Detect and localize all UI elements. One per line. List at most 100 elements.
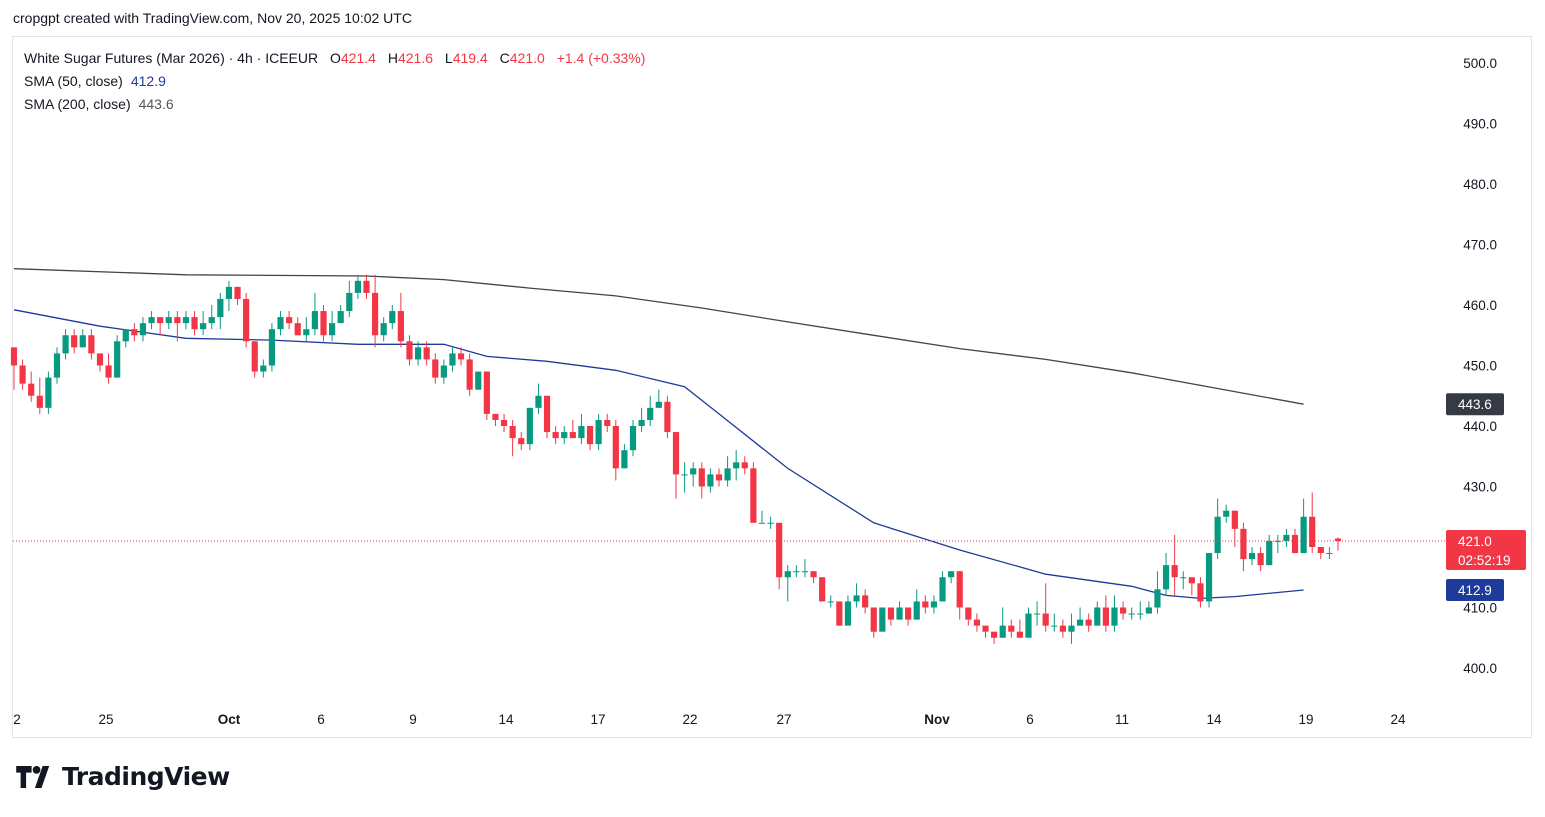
candle-body — [1137, 613, 1144, 615]
chart-legend: White Sugar Futures (Mar 2026) · 4h · IC… — [24, 47, 645, 116]
candle — [879, 607, 886, 632]
candle — [922, 595, 929, 614]
candle — [793, 565, 800, 578]
candle — [905, 607, 912, 626]
sma50-layer — [13, 309, 1304, 600]
last-price-badge: 421.0 02:52:19 — [1446, 529, 1526, 570]
legend-sma50-row[interactable]: SMA (50, close) 412.9 — [24, 70, 645, 93]
candle — [724, 456, 731, 487]
candle — [1231, 510, 1238, 547]
candle-body — [200, 323, 207, 330]
candle-body — [543, 395, 551, 433]
candle-body — [1145, 607, 1152, 614]
candle — [638, 407, 645, 433]
candle-body — [913, 601, 920, 620]
candle-body — [45, 377, 52, 408]
sma50-value: 412.9 — [130, 73, 166, 89]
sma200-price-badge: 443.6 — [1446, 393, 1504, 416]
candle — [1119, 601, 1127, 620]
candle — [96, 353, 104, 372]
candle-body — [784, 571, 791, 578]
candle — [1300, 498, 1307, 554]
candle — [776, 522, 783, 590]
candle-body — [982, 625, 989, 632]
time-tick-label: 11 — [1115, 712, 1129, 727]
candle — [1051, 613, 1058, 632]
candle — [432, 353, 439, 384]
candle — [1059, 619, 1066, 638]
candle-body — [432, 359, 439, 378]
candle — [449, 347, 456, 372]
candle — [1111, 595, 1118, 632]
candle — [1266, 534, 1273, 566]
candle — [1137, 601, 1144, 620]
last-price-badge-text: 421.0 — [1458, 534, 1492, 549]
candle-body — [62, 335, 69, 354]
candle-body — [664, 401, 671, 433]
candle — [1180, 571, 1187, 590]
candle-body — [724, 468, 731, 481]
candle-body — [243, 298, 250, 342]
candle — [1016, 619, 1023, 638]
candle-body — [552, 432, 559, 439]
candle-body — [776, 522, 783, 578]
candle-body — [492, 413, 499, 420]
candle-body — [406, 341, 413, 360]
candle — [1283, 528, 1290, 547]
chart-pane[interactable] — [12, 36, 1532, 738]
candle-body — [96, 353, 104, 366]
candle-body — [819, 577, 826, 602]
price-tick-label: 410.0 — [1463, 601, 1497, 616]
candle — [440, 359, 447, 384]
time-tick-label: 22 — [682, 712, 697, 727]
candle — [389, 305, 396, 330]
candle-body — [509, 426, 516, 439]
candle — [466, 353, 473, 396]
candle-body — [948, 571, 955, 578]
candle — [982, 625, 989, 638]
candle — [1154, 571, 1161, 614]
legend-sma200-row[interactable]: SMA (200, close) 443.6 — [24, 93, 645, 116]
candle — [243, 292, 250, 348]
time-tick-label: 9 — [409, 712, 417, 727]
price-tick-label: 440.0 — [1463, 419, 1497, 434]
candle-body — [475, 371, 482, 390]
tradingview-logo[interactable]: TradingView — [16, 762, 230, 791]
candle — [681, 462, 688, 493]
candle — [844, 595, 852, 626]
last-price-badge-bg — [1446, 529, 1526, 570]
candle — [715, 468, 723, 487]
candle-body — [277, 317, 284, 330]
candle — [1076, 607, 1084, 626]
candle-body — [1300, 516, 1307, 554]
candle-body — [758, 522, 766, 524]
candle-body — [251, 341, 258, 372]
candle — [423, 341, 430, 366]
candle-body — [1248, 553, 1256, 560]
candle-body — [561, 432, 568, 439]
candle — [225, 280, 233, 312]
low-label: L — [444, 50, 453, 66]
price-badges: 443.6 421.0 02:52:19 412.9 — [1446, 393, 1526, 601]
candles-layer — [10, 274, 1342, 644]
candle — [518, 432, 525, 451]
candle — [234, 286, 241, 305]
symbol-title[interactable]: White Sugar Futures (Mar 2026) · 4h · IC… — [24, 50, 319, 66]
candle — [88, 329, 95, 360]
candle — [354, 274, 361, 299]
candle — [165, 311, 172, 330]
candle-body — [793, 571, 800, 573]
candle — [251, 341, 258, 378]
candle — [1257, 547, 1264, 572]
candle-body — [260, 365, 267, 372]
candle-body — [1059, 625, 1066, 632]
candle-body — [1205, 553, 1213, 602]
candle — [311, 292, 319, 336]
candle — [1102, 595, 1109, 632]
candle-body — [1042, 613, 1049, 626]
candle-body — [1326, 553, 1333, 555]
candle — [767, 516, 774, 529]
candle — [122, 329, 129, 348]
candle — [1085, 613, 1092, 632]
